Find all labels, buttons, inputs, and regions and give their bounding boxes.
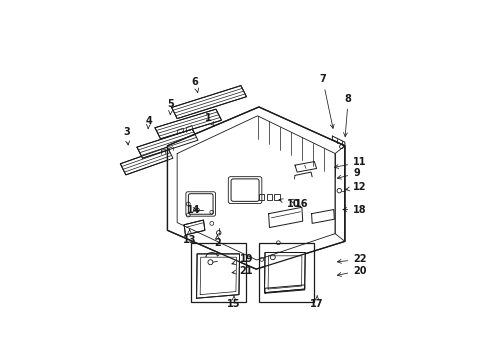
Text: 5: 5	[167, 99, 174, 115]
Text: 12: 12	[345, 183, 366, 192]
Bar	[191, 243, 246, 302]
Text: 14: 14	[186, 204, 200, 215]
FancyBboxPatch shape	[188, 194, 213, 214]
Text: 6: 6	[191, 77, 198, 93]
Polygon shape	[137, 129, 198, 158]
Bar	[266, 194, 272, 200]
Text: 15: 15	[227, 296, 240, 309]
Text: 18: 18	[342, 204, 366, 215]
Text: 4: 4	[145, 116, 152, 129]
FancyBboxPatch shape	[231, 179, 259, 201]
Text: 16: 16	[289, 199, 308, 209]
Text: 10: 10	[279, 199, 300, 209]
Polygon shape	[167, 107, 344, 269]
Bar	[274, 194, 280, 200]
Bar	[259, 194, 264, 200]
Polygon shape	[264, 252, 305, 293]
Polygon shape	[120, 147, 173, 175]
Text: 9: 9	[337, 168, 359, 179]
Polygon shape	[196, 254, 239, 298]
Polygon shape	[183, 220, 204, 235]
Text: 21: 21	[231, 266, 252, 275]
Text: 17: 17	[310, 296, 323, 309]
Text: 8: 8	[343, 94, 351, 136]
Polygon shape	[171, 86, 246, 118]
Bar	[259, 243, 314, 302]
Polygon shape	[155, 109, 221, 139]
Text: 19: 19	[231, 255, 252, 265]
Text: 22: 22	[337, 255, 366, 264]
Text: 2: 2	[214, 235, 220, 248]
Text: 13: 13	[183, 229, 196, 245]
Text: 7: 7	[319, 74, 333, 129]
Text: 1: 1	[204, 113, 214, 126]
Text: 3: 3	[123, 127, 130, 145]
Text: 20: 20	[337, 266, 366, 276]
Text: 11: 11	[334, 157, 366, 168]
